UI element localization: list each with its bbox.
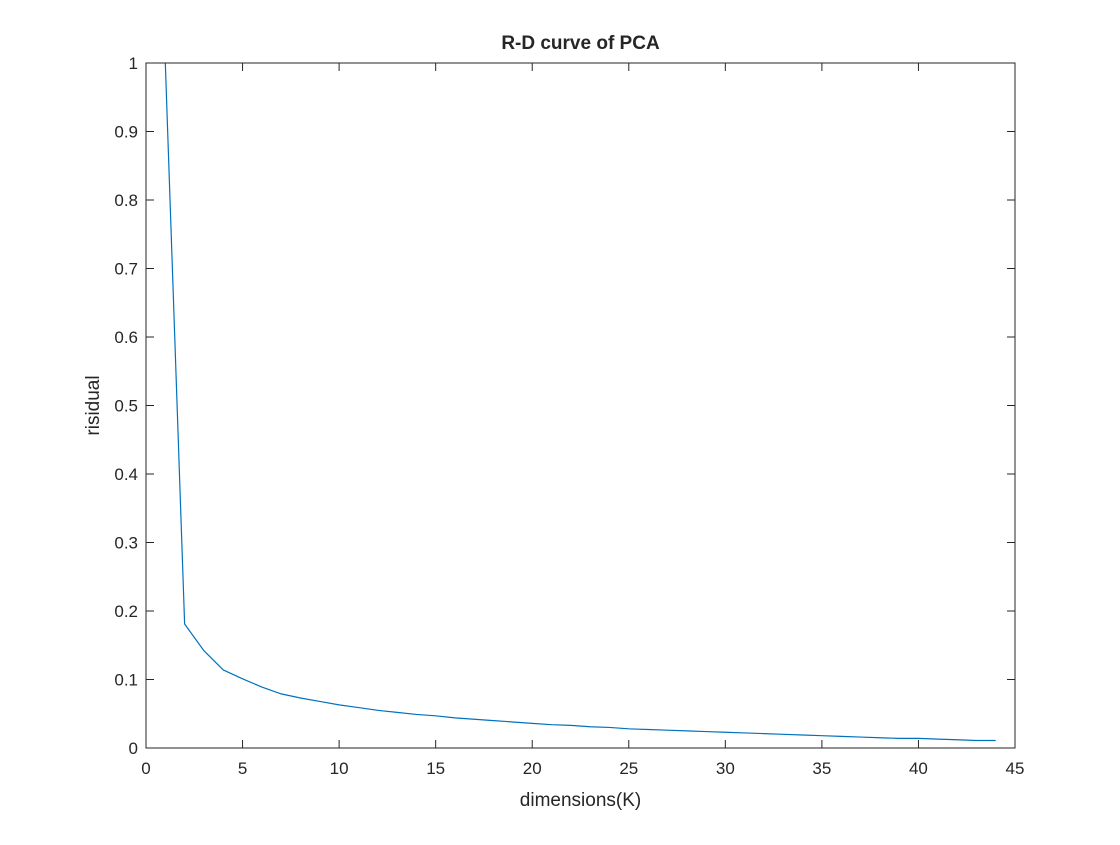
x-axis-label: dimensions(K) xyxy=(520,790,641,811)
chart-title: R-D curve of PCA xyxy=(501,33,660,54)
x-tick-label: 20 xyxy=(523,759,542,778)
x-tick-label: 5 xyxy=(238,759,247,778)
y-tick-label: 0.9 xyxy=(114,123,138,142)
y-tick-label: 0.1 xyxy=(114,671,138,690)
y-tick-label: 0.3 xyxy=(114,534,138,553)
y-tick-label: 0.7 xyxy=(114,260,138,279)
y-tick-label: 0.8 xyxy=(114,191,138,210)
y-tick-label: 0.5 xyxy=(114,397,138,416)
plot-area xyxy=(146,63,1015,748)
axes-box xyxy=(145,62,1016,749)
y-axis-label: risidual xyxy=(83,375,104,435)
series-layer xyxy=(164,62,996,742)
x-tick-label: 10 xyxy=(330,759,349,778)
y-tick-label: 0.4 xyxy=(114,465,138,484)
y-tick-label: 0.6 xyxy=(114,328,138,347)
y-tick-label: 0 xyxy=(129,739,138,758)
ticks-layer: 0 5 10 15 20 25 30 35 40 45 0 0.1 0.2 0.3 0.4 0.5 0.6 0.7… xyxy=(114,54,1024,778)
series-line xyxy=(164,62,996,742)
x-tick-label: 35 xyxy=(812,759,831,778)
x-tick-label: 0 xyxy=(141,759,150,778)
x-tick-label: 40 xyxy=(909,759,928,778)
x-tick-label: 15 xyxy=(426,759,445,778)
y-tick-label: 1 xyxy=(129,54,138,73)
x-tick-label: 45 xyxy=(1006,759,1025,778)
y-tick-label: 0.2 xyxy=(114,602,138,621)
x-tick-label: 30 xyxy=(716,759,735,778)
x-tick-label: 25 xyxy=(619,759,638,778)
